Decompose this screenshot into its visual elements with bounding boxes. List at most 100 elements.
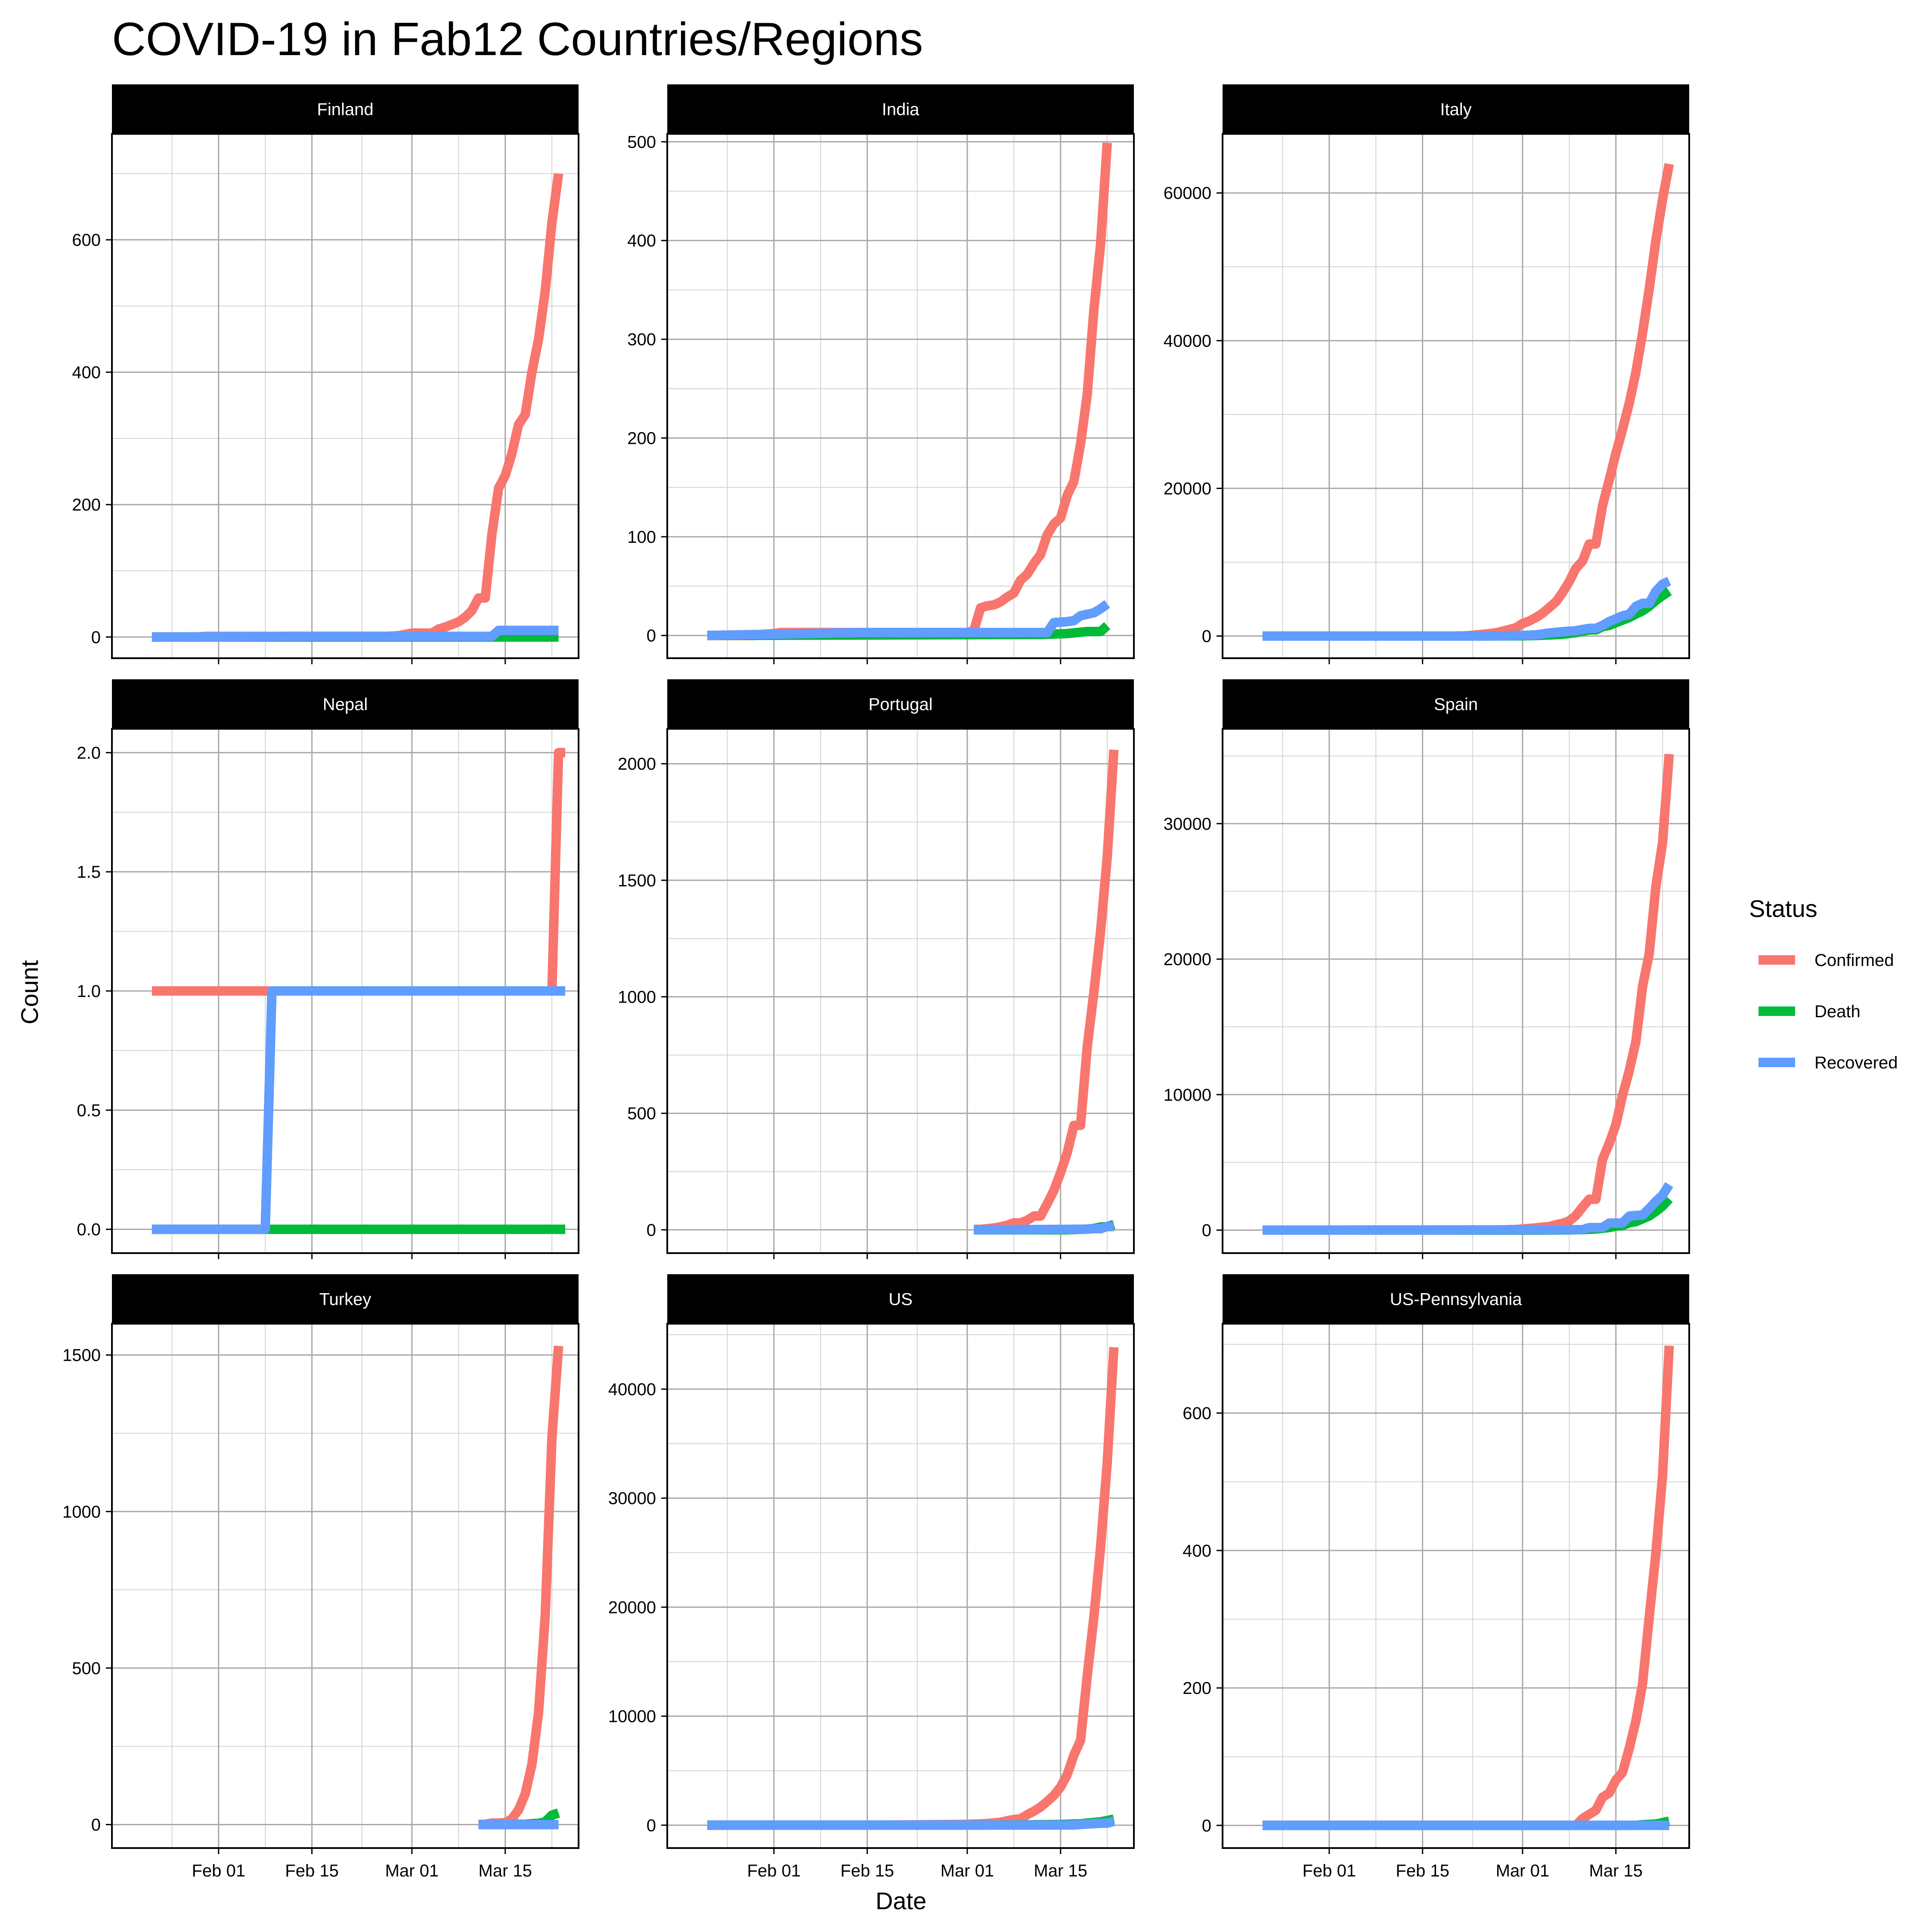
gridlines-india [667,134,1134,658]
x-tick-label: Feb 15 [1396,1861,1449,1880]
gridlines-finland [112,134,579,658]
strip-label-us-pennsylvania: US-Pennsylvania [1390,1290,1523,1309]
legend-title: Status [1749,895,1817,922]
y-axis-title: Count [16,960,43,1025]
gridlines-spain [1223,729,1689,1253]
series-line-recovered-nepal [152,986,565,1234]
strip-label-turkey: Turkey [319,1290,372,1309]
y-tick-label: 400 [1183,1542,1211,1560]
strip-label-finland: Finland [317,100,373,119]
y-tick-label: 0 [647,626,656,645]
y-tick-label: 10000 [1164,1086,1211,1105]
y-tick-label: 300 [627,330,656,349]
y-tick-label: 400 [72,363,101,382]
series-group-italy [1262,163,1674,641]
series-group-spain [1262,753,1674,1235]
x-tick-label: Mar 15 [1589,1861,1643,1880]
y-tick-label: 1500 [62,1346,101,1365]
strip-nepal [112,679,579,729]
panel-border-us [666,1323,1135,1849]
y-tick-label: 1.5 [77,863,101,882]
series-line-confirmed-us-pennsylvania [1262,1345,1674,1830]
strip-india [667,84,1134,134]
y-tick-label: 600 [1183,1404,1211,1423]
strip-label-india: India [882,100,920,119]
x-tick-label: Mar 01 [385,1861,439,1880]
x-tick-label: Feb 15 [285,1861,339,1880]
gridlines-us [667,1324,1134,1848]
x-tick-label: Feb 01 [1303,1861,1356,1880]
y-tick-label: 1000 [618,988,656,1007]
strip-spain [1223,679,1689,729]
series-line-recovered-us [707,1817,1115,1830]
panel-border-spain [1222,728,1690,1254]
series-line-recovered-portugal [974,1222,1114,1235]
y-tick-label: 0 [91,628,101,647]
series-line-confirmed-spain [1262,753,1674,1235]
x-tick-label: Mar 15 [478,1861,532,1880]
y-tick-label: 2000 [618,755,656,774]
y-tick-label: 1500 [618,871,656,890]
series-line-recovered-finland [152,625,559,642]
y-tick-label: 40000 [1164,331,1211,350]
chart-title: COVID-19 in Fab12 Countries/Regions [112,13,923,65]
series-group-nepal [152,748,565,1234]
gridlines-turkey [112,1324,579,1848]
y-tick-label: 500 [627,133,656,152]
strip-label-us: US [889,1290,913,1309]
series-line-confirmed-italy [1262,163,1674,641]
strip-us-pennsylvania [1223,1274,1689,1324]
y-tick-label: 400 [627,232,656,251]
y-tick-label: 0.0 [77,1220,101,1239]
legend: Status Confirmed Death Recovered [1749,895,1898,1072]
legend-label-confirmed: Confirmed [1814,951,1894,970]
series-group-india [707,142,1112,641]
strip-label-portugal: Portugal [869,695,933,714]
y-tick-label: 600 [72,231,101,250]
y-tick-label: 0 [647,1816,656,1835]
panel-finland: Finland 0 200 400 600 [72,84,579,664]
y-tick-label: 30000 [1164,814,1211,833]
x-tick-label: Mar 01 [941,1861,994,1880]
legend-label-death: Death [1814,1002,1861,1021]
strip-turkey [112,1274,579,1324]
y-tick-label: 0 [1202,627,1211,646]
legend-label-recovered: Recovered [1814,1053,1898,1072]
panel-border-finland [111,133,579,659]
series-line-confirmed-finland [152,173,564,642]
y-tick-label: 0.5 [77,1101,101,1120]
series-line-recovered-india [707,600,1110,641]
series-line-confirmed-us [707,1347,1119,1830]
panel-border-turkey [111,1323,579,1849]
y-tick-label: 0 [1202,1221,1211,1240]
y-tick-label: 200 [72,495,101,514]
series-group-finland [152,173,564,642]
x-tick-label: Feb 01 [192,1861,246,1880]
x-tick-label: Feb 01 [747,1861,801,1880]
y-tick-label: 0 [647,1221,656,1240]
y-tick-label: 500 [627,1104,656,1123]
strip-us [667,1274,1134,1324]
y-tick-label: 0 [1202,1816,1211,1835]
y-tick-label: 1000 [62,1502,101,1521]
panel-italy: Italy 0 20000 40000 60000 [1164,84,1690,664]
x-tick-label: Mar 01 [1496,1861,1550,1880]
strip-label-italy: Italy [1440,100,1471,119]
x-axis-title: Date [876,1887,926,1914]
y-tick-label: 10000 [608,1707,656,1726]
x-tick-label: Mar 15 [1034,1861,1087,1880]
panel-nepal: Nepal 0.0 0.5 1.0 1.5 2.0 [77,679,579,1259]
y-tick-label: 100 [627,528,656,547]
panel-spain: Spain 0 10000 20000 30000 [1164,679,1690,1259]
y-tick-label: 40000 [608,1380,656,1399]
series-group-us-pennsylvania [1262,1345,1674,1830]
series-group-portugal [974,749,1119,1235]
strip-portugal [667,679,1134,729]
y-tick-label: 2.0 [77,743,101,762]
y-tick-label: 500 [72,1659,101,1678]
y-tick-label: 0 [91,1815,101,1834]
y-tick-label: 20000 [1164,479,1211,498]
y-tick-label: 20000 [608,1598,656,1617]
strip-italy [1223,84,1689,134]
y-tick-label: 200 [627,429,656,448]
